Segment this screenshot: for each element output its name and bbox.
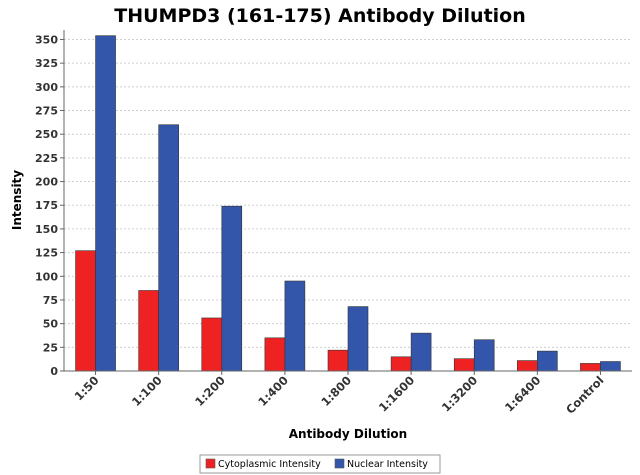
bars xyxy=(75,35,621,372)
bar-cytoplasmic xyxy=(580,363,601,372)
y-tick-label: 0 xyxy=(50,365,58,378)
chart-title: THUMPD3 (161-175) Antibody Dilution xyxy=(114,5,526,27)
legend-swatch-cytoplasmic xyxy=(205,458,216,469)
x-tick-labels: 1:50 1:100 1:200 1:400 1:800 1:1600 1:3200 1:64… xyxy=(72,371,607,417)
y-tick-label: 300 xyxy=(35,81,58,94)
bar-cytoplasmic xyxy=(453,358,475,372)
y-tick-labels: 0 25 50 75 100 125 150 175 200 225 250 275 300 325 350 xyxy=(35,33,64,378)
gridlines xyxy=(64,38,632,348)
bar-cytoplasmic xyxy=(264,337,286,372)
y-axis-label: Intensity xyxy=(10,170,24,230)
bar-nuclear xyxy=(95,35,116,372)
x-tick-label: 1:200 xyxy=(192,373,228,409)
bar-cytoplasmic xyxy=(138,290,159,372)
x-tick-label: 1:3200 xyxy=(439,373,480,414)
bar-cytoplasmic xyxy=(390,356,412,372)
y-tick-label: 225 xyxy=(35,152,58,165)
y-tick-label: 250 xyxy=(35,128,58,141)
bar-nuclear xyxy=(347,306,369,372)
bar-cytoplasmic xyxy=(75,250,96,372)
bar-cytoplasmic xyxy=(517,360,538,372)
bar-nuclear xyxy=(284,280,306,372)
y-tick-label: 75 xyxy=(43,294,58,307)
x-tick-label: Control xyxy=(563,373,607,417)
y-tick-label: 100 xyxy=(35,270,58,283)
y-tick-label: 325 xyxy=(35,57,58,70)
x-tick-label: 1:100 xyxy=(129,373,165,409)
y-tick-label: 275 xyxy=(35,105,58,118)
y-tick-label: 150 xyxy=(35,223,58,236)
x-tick-label: 1:6400 xyxy=(502,373,543,414)
legend-frame xyxy=(199,454,441,474)
bar-nuclear xyxy=(600,361,621,372)
x-tick-label: 1:50 xyxy=(72,373,102,403)
legend-label-nuclear: Nuclear Intensity xyxy=(347,459,428,470)
x-axis-label: Antibody Dilution xyxy=(289,427,407,441)
x-tick-label: 1:800 xyxy=(318,373,354,409)
x-tick-label: 1:1600 xyxy=(376,373,417,414)
bar-cytoplasmic xyxy=(201,317,223,372)
legend-label-cytoplasmic: Cytoplasmic Intensity xyxy=(218,459,321,470)
bar-nuclear xyxy=(473,339,495,372)
legend: Cytoplasmic Intensity Nuclear Intensity xyxy=(199,454,441,474)
bar-cytoplasmic xyxy=(327,349,349,372)
bar-nuclear xyxy=(537,350,558,372)
legend-swatch-nuclear xyxy=(334,458,345,469)
y-tick-label: 175 xyxy=(35,199,58,212)
bar-nuclear xyxy=(221,205,243,372)
y-tick-label: 350 xyxy=(35,33,58,46)
bar-nuclear xyxy=(410,332,432,372)
y-tick-label: 200 xyxy=(35,176,58,189)
y-tick-label: 125 xyxy=(35,247,58,260)
bar-nuclear xyxy=(158,124,179,372)
x-tick-label: 1:400 xyxy=(255,373,291,409)
y-tick-label: 50 xyxy=(43,318,59,331)
y-tick-label: 25 xyxy=(43,341,58,354)
